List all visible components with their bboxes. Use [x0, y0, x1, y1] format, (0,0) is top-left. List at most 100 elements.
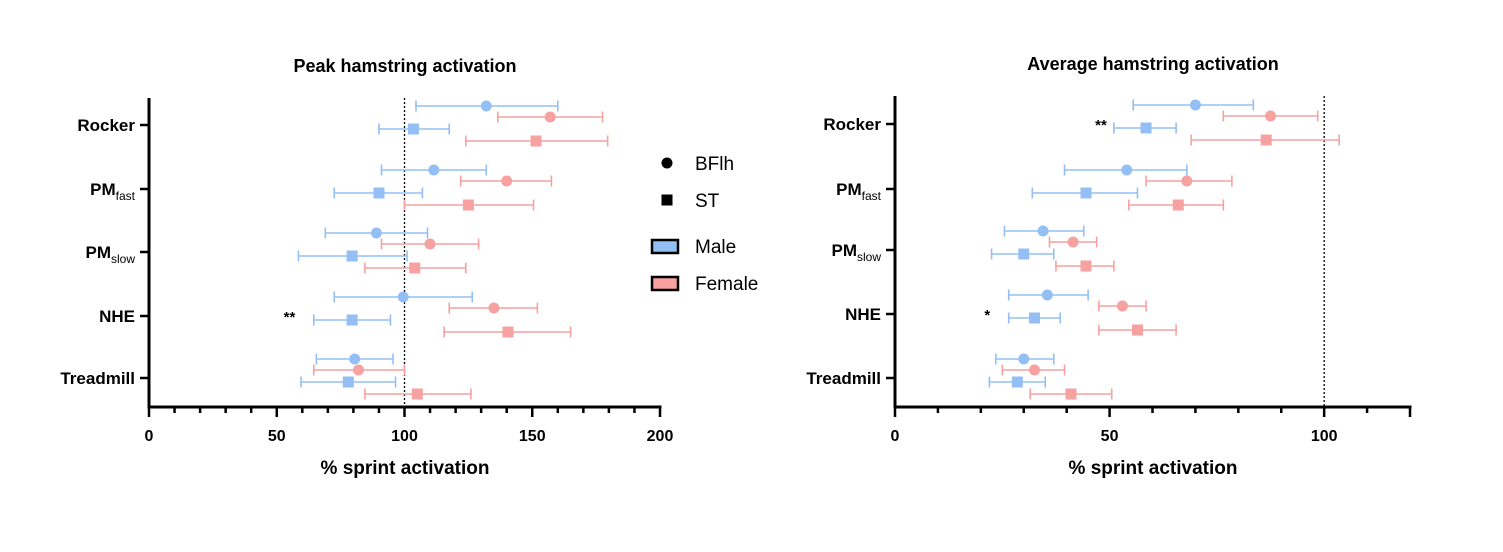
category-subscript: fast — [116, 189, 136, 203]
category-name: NHE — [99, 307, 135, 326]
data-point-circle — [1037, 225, 1049, 237]
data-point-group — [333, 291, 474, 303]
data-point-square — [1028, 312, 1040, 324]
x-tick-label: 0 — [145, 428, 154, 445]
data-point-circle — [1265, 110, 1277, 122]
data-point-group — [990, 248, 1055, 260]
legend-male-swatch — [650, 238, 680, 255]
category-subscript: slow — [111, 252, 135, 266]
y-tick-label: PMslow — [85, 243, 135, 266]
category-subscript: slow — [857, 250, 881, 264]
data-point-group — [297, 250, 408, 262]
y-tick-label: Treadmill — [60, 369, 135, 388]
data-point-circle — [1028, 364, 1040, 376]
data-point-square — [462, 199, 474, 211]
data-point-group — [995, 353, 1055, 365]
data-point-group — [496, 111, 604, 123]
data-point-group — [448, 302, 539, 314]
data-point-square — [1131, 324, 1143, 336]
data-point-square — [346, 250, 358, 262]
data-point-circle — [353, 364, 365, 376]
data-point-square — [1011, 376, 1023, 388]
data-point-circle — [501, 175, 513, 187]
data-point-group — [1190, 134, 1340, 146]
category-name: Rocker — [77, 116, 135, 135]
data-point-group — [333, 187, 424, 199]
y-tick-label: PMslow — [831, 241, 881, 264]
data-point-group — [1145, 175, 1233, 187]
data-point-group — [459, 175, 553, 187]
data-point-group — [443, 326, 572, 338]
data-point-square — [1260, 134, 1272, 146]
data-point-square — [1172, 199, 1184, 211]
category-name: PM — [85, 243, 111, 262]
y-tick-label: PMfast — [836, 180, 882, 203]
legend-label-bflh: BFlh — [695, 154, 734, 175]
category-subscript: fast — [862, 189, 882, 203]
legend-label-male: Male — [695, 237, 736, 258]
significance-marker: ** — [284, 309, 296, 326]
y-tick-label: NHE — [99, 307, 135, 326]
data-point-group — [300, 376, 397, 388]
category-name: NHE — [845, 305, 881, 324]
legend-circle-marker — [661, 157, 673, 169]
data-point-square — [411, 388, 423, 400]
significance-marker: ** — [1095, 117, 1107, 134]
data-point-square — [1080, 187, 1092, 199]
data-point-circle — [480, 100, 492, 112]
chart-title: Peak hamstring activation — [293, 56, 516, 76]
category-name: Treadmill — [806, 369, 881, 388]
y-tick-label: PMfast — [90, 180, 136, 203]
data-point-circle — [1116, 300, 1128, 312]
significance-marker: * — [984, 307, 990, 324]
data-point-group — [1222, 110, 1319, 122]
data-point-square — [346, 314, 358, 326]
x-tick-label: 50 — [1101, 428, 1119, 445]
data-point-group — [1132, 99, 1255, 111]
data-point-square — [1065, 388, 1077, 400]
y-tick-label: Rocker — [77, 116, 135, 135]
data-point-group — [1055, 260, 1115, 272]
legend-square-marker — [661, 194, 673, 206]
legend: BFlh ST Male Female — [650, 154, 758, 295]
data-point-group — [324, 227, 429, 239]
data-point-square — [1080, 260, 1092, 272]
category-name: PM — [836, 180, 862, 199]
data-point-circle — [1181, 175, 1193, 187]
x-tick-label: 150 — [519, 428, 546, 445]
data-point-group — [312, 314, 392, 326]
data-point-group — [364, 262, 467, 274]
data-point-group — [465, 135, 609, 147]
data-point-group — [403, 199, 535, 211]
x-axis-label: % sprint activation — [1069, 458, 1238, 479]
data-point-circle — [424, 238, 436, 250]
data-point-circle — [349, 353, 361, 365]
x-tick-label: 200 — [647, 428, 674, 445]
legend-label-female: Female — [695, 274, 758, 295]
data-point-group — [380, 164, 488, 176]
data-point-group — [1063, 164, 1188, 176]
x-tick-label: 50 — [268, 428, 286, 445]
y-tick-label: Treadmill — [806, 369, 881, 388]
data-point-group — [1048, 236, 1098, 248]
x-tick-label: 100 — [1311, 428, 1338, 445]
data-point-group — [1098, 300, 1147, 312]
data-point-group — [1001, 364, 1066, 376]
data-point-group — [1098, 324, 1177, 336]
data-point-group — [1029, 388, 1113, 400]
category-name: Treadmill — [60, 369, 135, 388]
category-name: Rocker — [823, 115, 881, 134]
chart-title: Average hamstring activation — [1027, 54, 1278, 74]
data-point-group — [1031, 187, 1139, 199]
data-point-circle — [1189, 99, 1201, 111]
data-point-square — [1018, 248, 1030, 260]
data-point-group — [1007, 289, 1089, 301]
y-tick-label: NHE — [845, 305, 881, 324]
category-name: PM — [90, 180, 116, 199]
data-point-group — [380, 238, 480, 250]
data-point-group — [415, 100, 559, 112]
data-point-circle — [1018, 353, 1030, 365]
y-tick-label: Rocker — [823, 115, 881, 134]
data-point-circle — [1067, 236, 1079, 248]
